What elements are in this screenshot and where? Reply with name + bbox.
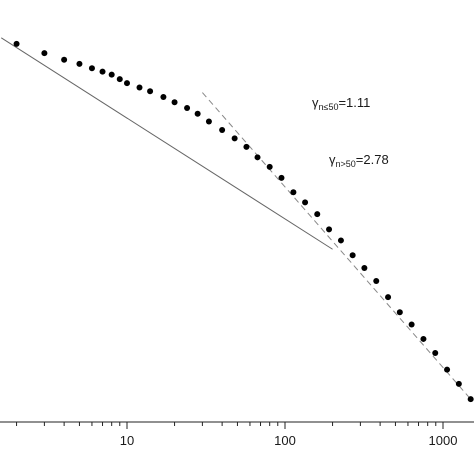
data-point: [455, 380, 462, 387]
data-point: [302, 199, 309, 206]
data-point: [116, 76, 123, 83]
data-point: [13, 40, 20, 47]
annotation-gamma-small-n: γn≤50=1.11: [312, 95, 370, 112]
data-point: [408, 321, 415, 328]
annotation-gamma-symbol: γ: [329, 152, 336, 167]
data-point: [290, 189, 297, 196]
data-point: [278, 174, 285, 181]
annotation-value: =2.78: [356, 152, 389, 167]
data-point: [108, 71, 115, 78]
data-point: [99, 68, 106, 75]
data-point: [88, 65, 95, 72]
data-point: [326, 226, 333, 233]
data-point: [373, 278, 380, 285]
annotation-gamma-symbol: γ: [312, 95, 319, 110]
data-point: [194, 110, 201, 117]
x-tick-labels: 10 100 1000: [120, 433, 458, 448]
data-point: [184, 104, 191, 111]
data-point: [243, 143, 250, 150]
data-point: [361, 264, 368, 271]
data-point: [432, 349, 439, 356]
data-point: [231, 135, 238, 142]
data-point: [205, 118, 212, 125]
fit-line-small-n: [0, 37, 333, 250]
data-point: [266, 163, 273, 170]
data-point: [124, 80, 130, 87]
data-point: [444, 366, 451, 373]
fit-line-large-n: [202, 92, 472, 400]
data-point: [41, 50, 48, 57]
x-axis: 10 100 1000: [0, 421, 474, 448]
data-point: [467, 396, 474, 403]
annotation-gamma-large-n: γn>50=2.78: [329, 152, 389, 169]
data-point: [76, 60, 83, 67]
x-tick-label-10: 10: [120, 433, 134, 448]
data-points: [13, 40, 474, 403]
data-point: [349, 252, 356, 259]
data-point: [420, 335, 427, 342]
data-point: [136, 84, 143, 91]
data-point: [254, 154, 261, 161]
data-point: [160, 93, 167, 100]
data-point: [61, 56, 68, 63]
annotation-subscript: n≤50: [319, 102, 339, 112]
data-point: [337, 237, 344, 244]
annotation-value: =1.11: [338, 95, 370, 110]
data-point: [385, 294, 392, 301]
x-tick-label-1000: 1000: [429, 433, 458, 448]
x-ticks: [16, 422, 444, 429]
data-point: [147, 88, 154, 95]
fit-lines: [0, 37, 472, 400]
data-point: [219, 126, 226, 133]
x-tick-label-100: 100: [274, 433, 296, 448]
data-point: [396, 309, 403, 316]
annotations: γn≤50=1.11 γn>50=2.78: [312, 95, 389, 169]
data-point: [314, 211, 321, 218]
data-point: [171, 99, 178, 106]
annotation-subscript: n>50: [336, 159, 356, 169]
